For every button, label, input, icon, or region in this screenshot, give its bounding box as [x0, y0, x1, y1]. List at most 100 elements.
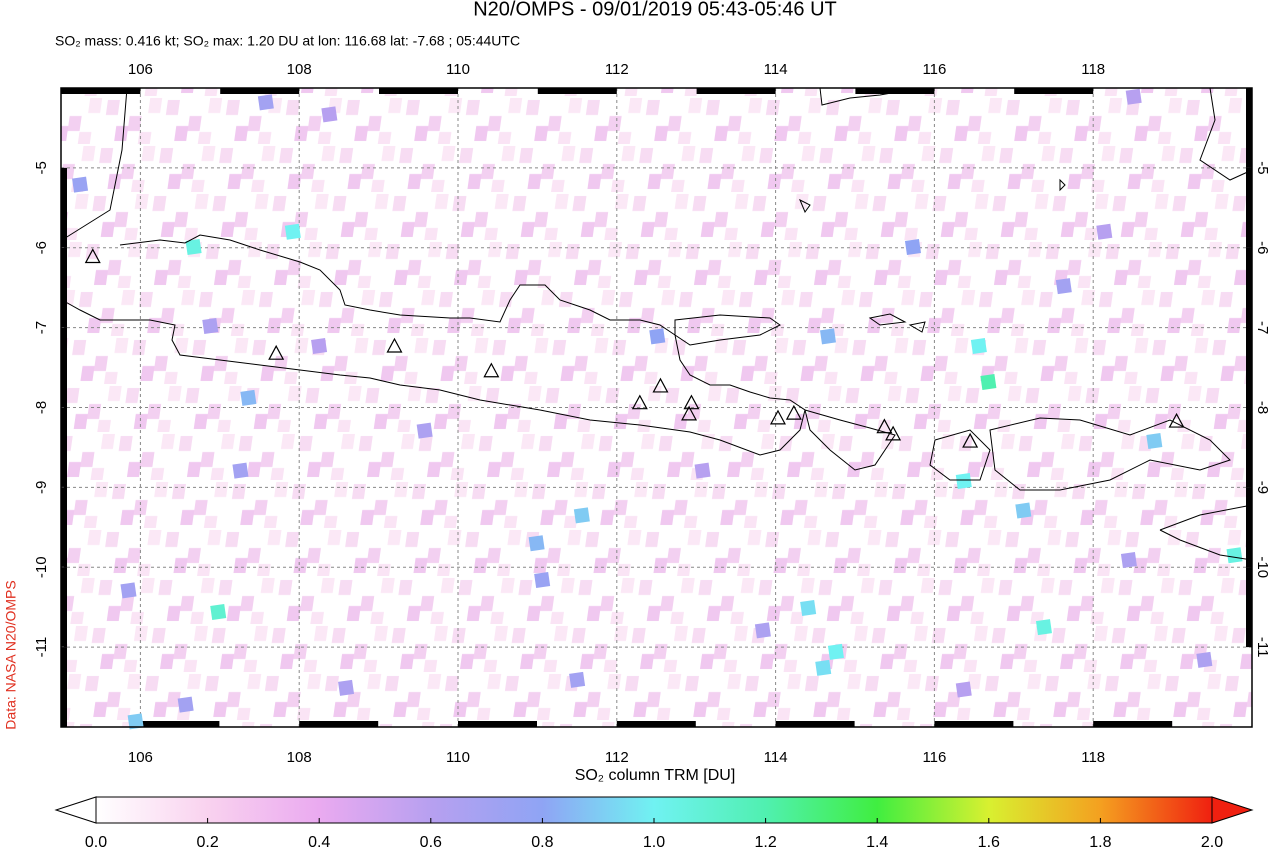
coastlines	[61, 87, 1253, 561]
chart-title: N20/OMPS - 09/01/2019 05:43-05:46 UT	[473, 0, 837, 20]
volcano	[84, 248, 101, 264]
map-frame	[60, 87, 1253, 728]
colorbar-tick-label: 1.2	[754, 834, 776, 851]
volcano	[631, 394, 648, 410]
volcano	[962, 432, 979, 448]
so2-pixel	[127, 713, 144, 730]
coast-kalimantan	[819, 87, 1253, 181]
so2-pixel	[232, 462, 249, 479]
colorbar-tick-label: 0.0	[85, 834, 107, 851]
volcanoes	[84, 248, 1185, 448]
source-label: Data: NASA N20/OMPS	[3, 580, 19, 729]
x-tick-label: 116	[922, 61, 946, 78]
y-tick-label: -6	[33, 241, 50, 254]
colorbar-tick-label: 1.4	[866, 834, 888, 851]
so2-pixel	[528, 535, 545, 552]
x-tick-label: 112	[605, 61, 629, 78]
volcano	[769, 409, 786, 425]
so2-pixel	[534, 572, 551, 589]
colorbar-tick-label: 0.8	[531, 834, 553, 851]
x-tick-label: 106	[128, 61, 153, 78]
colorbar-tick-label: 1.0	[643, 834, 665, 851]
so2-pixel	[311, 337, 328, 354]
so2-pixel	[338, 679, 355, 696]
x-tick-label: 112	[605, 749, 629, 766]
so2-pixel	[815, 659, 832, 676]
so2-pixel	[177, 696, 194, 713]
x-tick-label: 118	[1081, 61, 1105, 78]
pixels	[72, 88, 1243, 730]
coast-islands	[799, 178, 1066, 333]
volcano	[885, 425, 902, 441]
so2-pixel	[1226, 547, 1243, 564]
so2-pixel	[955, 472, 972, 489]
so2-pixel	[1125, 88, 1142, 105]
y-tick-label: -5	[1254, 161, 1271, 174]
so2-pixel	[120, 582, 137, 599]
volcano	[1168, 412, 1185, 428]
so2-pixel	[321, 106, 338, 123]
colorbar-low-end	[54, 796, 97, 824]
y-tick-label: -10	[33, 556, 50, 578]
y-tick-label: -9	[33, 481, 50, 494]
colorbar-tick-label: 2.0	[1201, 834, 1223, 851]
y-tick-label: -9	[1254, 481, 1271, 494]
coast-java	[61, 234, 806, 456]
colorbar: SO₂ column TRM [DU] 0.0 0.2 0.4 0.6 0.8 1.0 1.…	[54, 767, 1254, 851]
so2-pixel	[210, 603, 227, 620]
volcano	[386, 337, 403, 353]
colorbar-tick-label: 0.2	[196, 834, 218, 851]
colorbar-tick-label: 1.6	[978, 834, 1000, 851]
y-tick-label: -7	[33, 321, 50, 334]
so2-pixel	[820, 328, 837, 345]
so2-pixel	[185, 238, 202, 255]
so2-pixel	[202, 318, 219, 335]
coast-sumatra	[61, 87, 128, 241]
coast-sumbawa	[989, 417, 1231, 491]
x-tick-label: 118	[1081, 749, 1105, 766]
colorbar-high-end	[1211, 796, 1254, 824]
x-tick-label: 108	[287, 749, 312, 766]
x-tick-label: 108	[287, 61, 312, 78]
so2-pixel	[1055, 278, 1072, 295]
so2-pixel	[569, 671, 586, 688]
subtitle: SO₂ mass: 0.416 kt; SO₂ max: 1.20 DU at …	[55, 33, 520, 49]
colorbar-tick-label: 0.4	[308, 834, 330, 851]
y-tick-label: -11	[33, 637, 50, 658]
x-tick-label: 116	[922, 749, 946, 766]
volcano	[652, 377, 669, 393]
so2-pixel	[416, 422, 433, 439]
volcano	[268, 344, 285, 360]
so2-pixel	[240, 389, 257, 406]
so2-pixel	[800, 599, 817, 616]
x-tick-label: 110	[446, 749, 470, 766]
y-tick-label: -10	[1254, 556, 1271, 578]
so2-pixel	[1120, 552, 1137, 569]
volcano	[785, 404, 802, 420]
coast-madura	[674, 314, 781, 346]
y-tick-label: -8	[33, 401, 50, 414]
so2-pixel	[1196, 651, 1213, 668]
so2-pixel	[827, 643, 844, 660]
so2-pixel	[970, 337, 987, 354]
colorbar-tick-label: 1.8	[1089, 834, 1111, 851]
grid	[61, 87, 1252, 728]
colorbar-tick-label: 0.6	[420, 834, 442, 851]
volcano	[483, 362, 500, 378]
so2-pixel	[694, 462, 711, 479]
so2-pixel	[284, 223, 301, 240]
volcano	[683, 394, 700, 410]
coast-bali	[804, 409, 896, 471]
so2-pixel	[980, 373, 997, 390]
volcano	[681, 405, 698, 421]
x-tick-label: 114	[764, 61, 788, 78]
so2-pixel	[649, 328, 666, 345]
x-tick-label: 114	[764, 749, 788, 766]
so2-pixel	[72, 176, 89, 193]
so2-pixel	[754, 622, 771, 639]
y-tick-label: -7	[1254, 321, 1271, 334]
so2-pixel	[1015, 502, 1032, 519]
so2-pixel	[1096, 223, 1113, 240]
